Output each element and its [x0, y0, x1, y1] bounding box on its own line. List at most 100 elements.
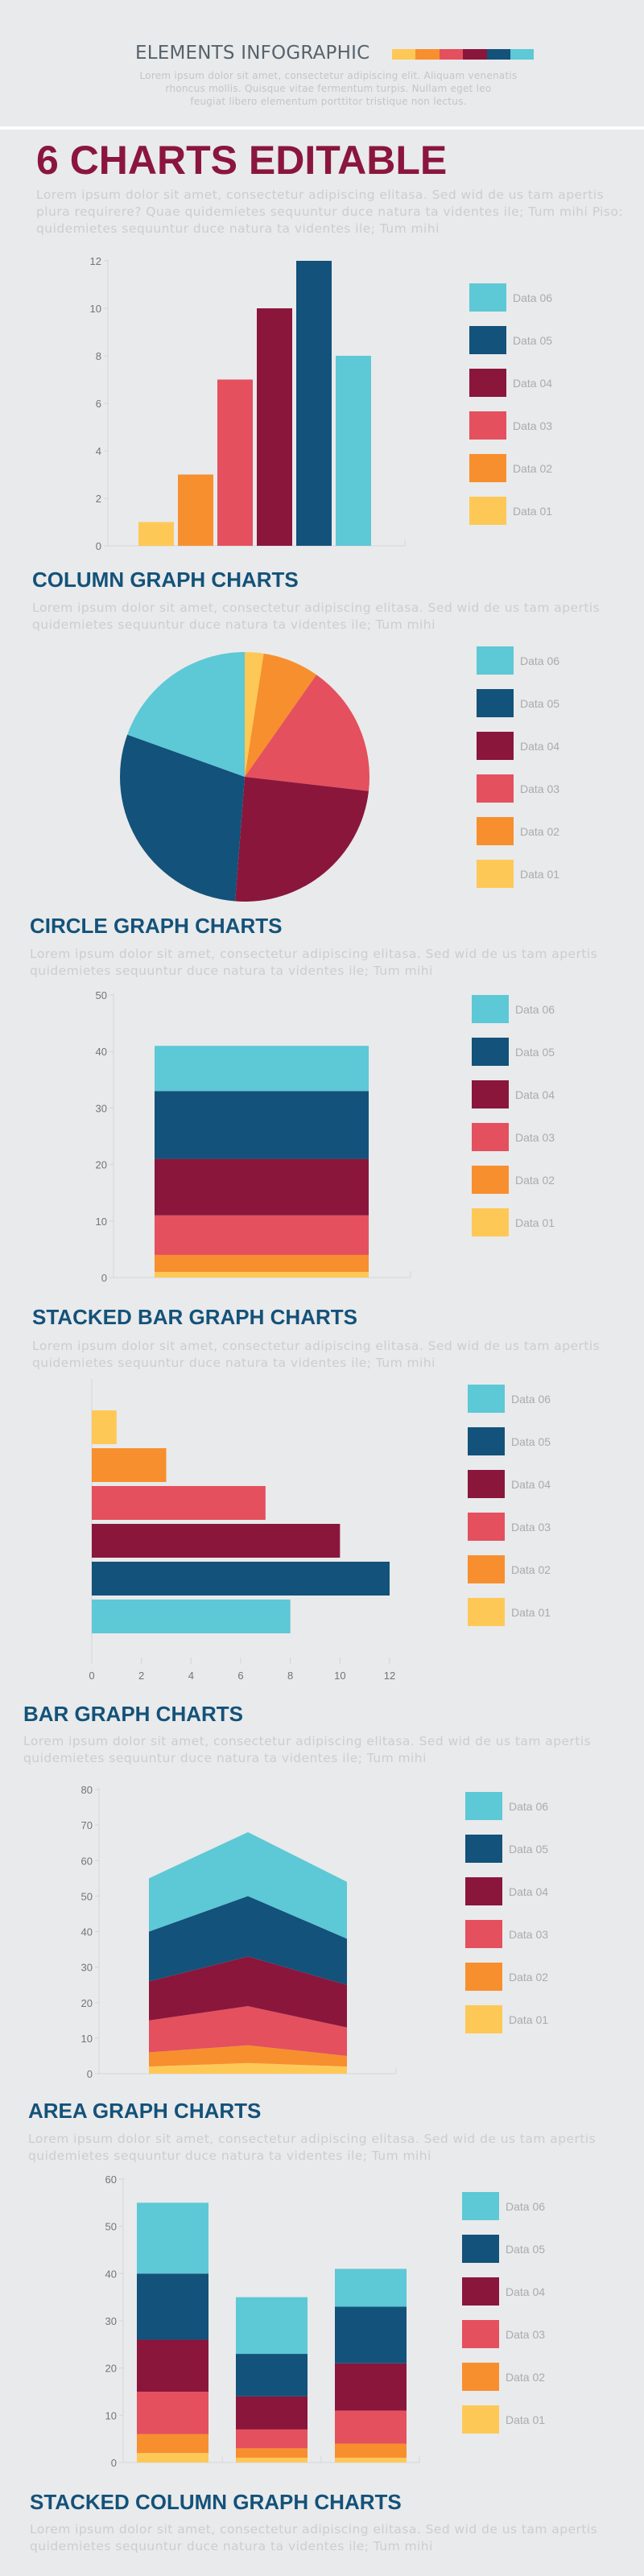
y-tick-label: 50 — [81, 1890, 93, 1902]
legend-swatch — [462, 2320, 499, 2348]
legend-label: Data 02 — [515, 1174, 555, 1187]
legend-label: Data 02 — [509, 1971, 548, 1984]
page-title: 6 CHARTS EDITABLE — [36, 138, 448, 183]
y-tick-label: 20 — [96, 1159, 107, 1171]
section-text-area: Lorem ipsum dolor sit amet, consectetur … — [28, 2132, 597, 2163]
stacked-column-segment — [335, 2443, 407, 2458]
y-tick-label: 50 — [105, 2221, 117, 2233]
section-title-circle: CIRCLE GRAPH CHARTS — [30, 914, 283, 938]
pie-slice — [245, 653, 317, 777]
legend-label: Data 05 — [520, 697, 559, 710]
area-band — [149, 1896, 347, 1985]
legend-swatch — [468, 1598, 505, 1626]
legend-swatch — [469, 411, 506, 440]
legend-label: Data 04 — [506, 2285, 545, 2298]
legend-swatch — [477, 860, 514, 888]
y-tick-label: 4 — [96, 445, 101, 457]
legend-swatch — [469, 497, 506, 525]
color-strip-swatch — [415, 49, 440, 60]
legend-swatch — [465, 1877, 502, 1905]
section-title-stacked-column: STACKED COLUMN GRAPH CHARTS — [30, 2490, 402, 2514]
y-tick-label: 40 — [96, 1046, 107, 1058]
legend-swatch — [472, 1038, 509, 1066]
section-text-circle: Lorem ipsum dolor sit amet, consectetur … — [30, 947, 598, 978]
legend-label: Data 06 — [520, 654, 559, 667]
legend-swatch — [472, 1080, 509, 1108]
y-tick-label: 6 — [96, 398, 101, 410]
color-strip-swatch — [510, 49, 535, 60]
stacked-column-segment — [236, 2448, 308, 2458]
legend-label: Data 06 — [506, 2200, 545, 2213]
y-tick-label: 30 — [96, 1102, 107, 1114]
legend-swatch — [465, 2005, 502, 2033]
legend-label: Data 02 — [506, 2371, 545, 2384]
legend-label: Data 03 — [506, 2328, 545, 2341]
legend-swatch — [468, 1513, 505, 1541]
stacked-bar-segment — [155, 1046, 369, 1092]
column-bar — [296, 261, 332, 546]
legend-label: Data 06 — [513, 291, 552, 304]
area-band — [149, 2062, 347, 2074]
legend-label: Data 06 — [509, 1800, 548, 1813]
stacked-bar-segment — [155, 1271, 369, 1278]
legend-label: Data 03 — [520, 782, 559, 795]
section-title-stacked-bar: STACKED BAR GRAPH CHARTS — [32, 1305, 357, 1329]
legend-swatch — [465, 1792, 502, 1820]
section-title-bar: BAR GRAPH CHARTS — [23, 1702, 243, 1726]
legend-swatch — [465, 1835, 502, 1863]
stacked-column-segment — [137, 2434, 208, 2454]
stacked-column-segment — [335, 2268, 407, 2307]
legend-label: Data 06 — [515, 1003, 555, 1016]
legend-swatch — [472, 1123, 509, 1151]
legend-swatch — [469, 326, 506, 354]
y-tick-label: 40 — [81, 1926, 93, 1938]
legend-label: Data 06 — [511, 1393, 551, 1406]
y-tick-label: 80 — [81, 1784, 93, 1796]
column-bar — [178, 474, 213, 546]
stacked-bar-segment — [155, 1091, 369, 1159]
stacked-column-segment — [137, 2453, 208, 2462]
pie-slice — [245, 675, 369, 791]
section-text-column: Lorem ipsum dolor sit amet, consectetur … — [32, 601, 601, 632]
legend-swatch — [462, 2192, 499, 2220]
section-title-area: AREA GRAPH CHARTS — [28, 2099, 262, 2123]
column-bar — [257, 308, 292, 546]
legend-label: Data 03 — [509, 1928, 548, 1941]
y-tick-label: 70 — [81, 1819, 93, 1831]
legend-label: Data 05 — [515, 1046, 555, 1059]
x-tick-label: 2 — [138, 1670, 144, 1682]
legend-swatch — [465, 1920, 502, 1948]
stacked-bar-segment — [155, 1254, 369, 1272]
column-bar — [217, 379, 253, 546]
area-band — [149, 1831, 347, 1939]
pie-slice — [120, 734, 245, 902]
y-tick-label: 30 — [105, 2315, 117, 2327]
y-tick-label: 20 — [105, 2363, 117, 2375]
x-tick-label: 4 — [188, 1670, 194, 1682]
legend-swatch — [462, 2405, 499, 2434]
header-subtitle: Lorem ipsum dolor sit amet, consectetur … — [139, 70, 518, 107]
y-tick-label: 10 — [105, 2409, 117, 2421]
legend-swatch — [477, 689, 514, 717]
section-text-stacked-bar: Lorem ipsum dolor sit amet, consectetur … — [32, 1339, 601, 1370]
legend-swatch — [472, 995, 509, 1023]
stacked-column-segment — [236, 2354, 308, 2396]
stacked-bar-segment — [155, 1158, 369, 1216]
color-strip-swatch — [486, 49, 510, 60]
y-tick-label: 60 — [105, 2174, 117, 2186]
legend-label: Data 04 — [509, 1885, 548, 1898]
legend-swatch — [477, 774, 514, 803]
y-tick-label: 10 — [96, 1216, 107, 1228]
legend-swatch — [468, 1470, 505, 1498]
legend-swatch — [462, 2277, 499, 2306]
stacked-column-segment — [236, 2458, 308, 2462]
x-tick-label: 0 — [89, 1670, 94, 1682]
legend-swatch — [472, 1166, 509, 1194]
color-strip-swatch — [392, 49, 416, 60]
legend-label: Data 03 — [513, 419, 552, 432]
area-band — [149, 2006, 347, 2056]
legend-swatch — [472, 1208, 509, 1236]
stacked-bar-segment — [155, 1215, 369, 1255]
intro-text: Lorem ipsum dolor sit amet, consectetur … — [36, 188, 624, 236]
legend-label: Data 01 — [513, 505, 552, 518]
